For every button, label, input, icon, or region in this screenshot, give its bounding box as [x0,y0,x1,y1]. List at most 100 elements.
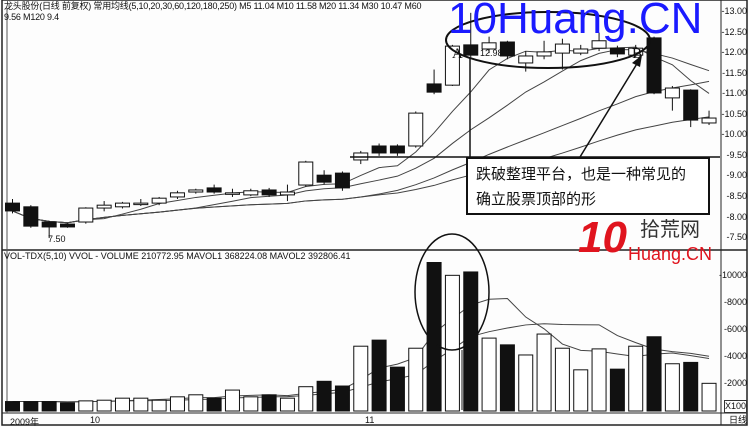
candle-up [536,51,552,57]
price-tick: -9.00 [726,170,747,181]
volume-bar [591,348,607,412]
volume-bar [59,402,75,412]
candle-up [243,190,259,196]
candle-down [389,145,405,154]
annotation-line: 跌破整理平台，也是一种常见的 [476,165,687,183]
candle-down [426,83,442,93]
candle-up [279,191,295,196]
volume-bar [426,262,442,412]
volume-bar [499,344,515,412]
candle-down [334,172,350,189]
volume-bar [444,274,460,412]
volume-bar [96,399,112,412]
price-ma-line [12,46,710,224]
volume-bar [664,363,680,412]
volume-bar [389,366,405,412]
volume-bar [133,397,149,412]
label-a: A [452,46,463,62]
date-label: 2009年 [10,417,40,427]
annotation-box: 跌破整理平台，也是一种常见的 确立股票顶部的形 [466,157,710,215]
volume-bar [408,347,424,412]
volume-bar [41,401,57,412]
candle-down [499,41,515,57]
candle-up [114,202,130,208]
volume-bar [114,397,130,412]
volume-circle [414,233,490,351]
candle-down [206,187,222,193]
candle-down [23,206,39,227]
volume-tick: -6000 [723,324,747,334]
volume-bar [151,399,167,412]
price-tick: -13.00 [721,6,747,16]
candle-up [78,207,94,223]
price-tick: -8.00 [726,211,747,222]
price-tick: -12.50 [721,26,747,37]
volume-bar [334,385,350,412]
candle-up [573,48,589,54]
arrow-head [632,55,642,67]
candle-up [518,55,534,64]
volume-bar [188,394,204,412]
candle-down [463,44,479,56]
price-tick: -11.50 [722,67,747,78]
top-range-ellipse [445,11,651,69]
candle-down [316,174,332,183]
volume-bar [353,345,369,412]
volume-bar [371,339,387,412]
site-logo: 10 拾荒网 Huang.CN [578,213,716,267]
price-ma-line [12,116,710,224]
candle-up [224,192,240,195]
candle-up [298,161,314,186]
volume-bar [279,397,295,412]
volume-unit: X100 [723,400,747,413]
volume-tick: -4000 [723,351,747,361]
price-header: 龙头股份(日线 前复权) 常用均线(5,10,20,30,60,120,180,… [4,1,422,22]
candle-up [133,202,149,206]
watermark-text: 10Huang.CN [448,0,703,43]
volume-tick: -2000 [723,378,747,388]
period-label[interactable]: 日线 [728,415,747,425]
volume-bar [78,400,94,412]
volume-bar [628,345,644,412]
candle-down [683,89,699,121]
candle-down [41,221,57,228]
volume-bar [206,397,222,412]
candle-down [609,47,625,55]
volume-bar [298,386,314,412]
candle-down [646,37,662,94]
candle-up [664,87,680,99]
candle-up [701,117,717,124]
volume-bar [609,368,625,412]
candle-up [188,189,204,193]
date-label: 11 [365,415,375,425]
high-price-label: 12.98 [480,48,503,58]
volume-bar [5,401,20,412]
logo-english: Huang.CN [628,244,713,264]
label-b: B [632,46,643,62]
volume-bar [701,382,717,412]
volume-bar [243,396,259,412]
volume-bar [646,336,662,412]
price-tick: -7.50 [726,232,747,243]
volume-header: VOL-TDX(5,10) VVOL - VOLUME 210772.95 MA… [4,251,351,261]
logo-chinese: 拾荒网 [640,217,700,241]
volume-bar [554,347,570,412]
volume-bar [481,337,497,412]
price-tick: -9.50 [726,149,747,160]
volume-tick: -10000 [718,270,747,280]
candle-up [96,204,112,209]
volume-bar [573,369,589,412]
volume-bar [518,354,534,412]
candle-up [554,43,570,54]
candle-down [261,189,277,196]
volume-bar [224,389,240,412]
candle-up [481,42,497,50]
volume-bar [23,401,39,412]
candle-up [408,112,424,147]
volume-bar [169,396,185,412]
arrow-line [579,61,639,158]
candle-up [151,197,167,204]
volume-bar [261,394,277,412]
